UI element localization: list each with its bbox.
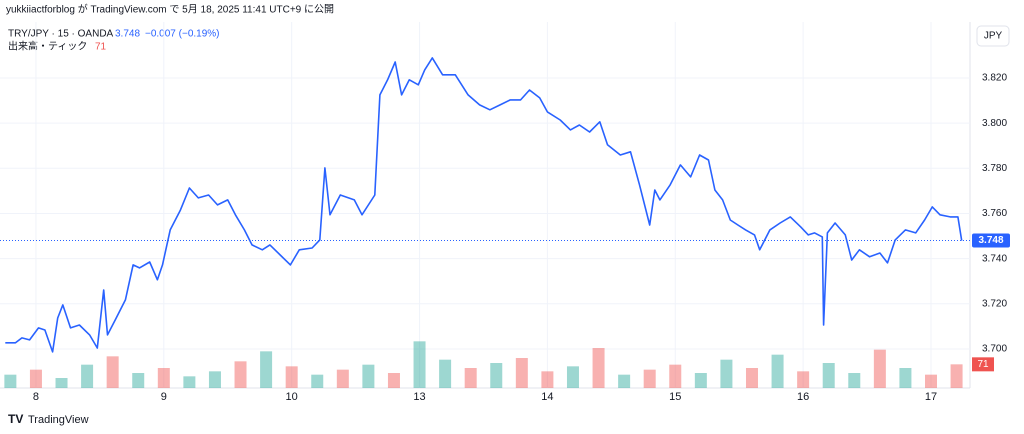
volume-bar: [566, 366, 579, 388]
y-tick-label: 3.780: [982, 163, 1007, 174]
volume-bar: [618, 374, 631, 388]
x-tick-label: 8: [33, 391, 39, 403]
volume-bar: [950, 364, 963, 388]
volume-bar: [106, 356, 119, 388]
volume-bar: [208, 371, 221, 388]
volume-bar: [643, 369, 656, 388]
footer: TradingView: [28, 414, 89, 426]
volume-bar: [439, 359, 452, 388]
volume-bar: [694, 373, 707, 388]
last-price-label: 3.748: [978, 235, 1003, 246]
x-tick-label: 17: [925, 391, 937, 403]
symbol: TRY/JPY · 15 · OANDA: [8, 29, 114, 40]
x-tick-label: 14: [541, 391, 553, 403]
y-tick-label: 3.800: [982, 118, 1007, 129]
y-tick-label: 3.740: [982, 253, 1007, 264]
price: 3.748: [115, 29, 140, 40]
volume-bar: [29, 369, 42, 388]
volume-bar: [183, 376, 196, 388]
volume-bar: [336, 369, 349, 388]
volume-bar: [515, 358, 528, 388]
volume-bar: [720, 359, 733, 388]
x-tick-label: 15: [669, 391, 681, 403]
volume-bar: [873, 349, 886, 388]
x-tick-label: 9: [161, 391, 167, 403]
volume-bar: [285, 366, 298, 388]
volume-bar: [81, 364, 94, 388]
volume-bar: [592, 348, 605, 388]
x-tick-label: 16: [797, 391, 809, 403]
volume-bar: [745, 368, 758, 388]
volume-bar: [234, 361, 247, 388]
volume-bar: [311, 374, 324, 388]
y-tick-label: 3.760: [982, 208, 1007, 219]
price-line: [5, 57, 963, 353]
volume-bar: [132, 373, 145, 388]
volume-tag: [972, 357, 994, 372]
volume-bar: [541, 371, 554, 388]
volume-bar: [413, 341, 426, 388]
x-tick-label: 10: [286, 391, 298, 403]
currency-button[interactable]: [976, 25, 1010, 47]
volume-bar: [4, 374, 17, 388]
volume-bar: [925, 374, 938, 388]
currency[interactable]: JPY: [984, 31, 1003, 42]
volume-bar: [797, 371, 810, 388]
volume-bar: [848, 373, 861, 388]
volume-bar: [822, 363, 835, 388]
volume-tag-label: 71: [977, 359, 989, 370]
volume-bar: [157, 368, 170, 388]
volume-label: 出来高・ティック: [8, 40, 87, 53]
logo-mark: TV: [8, 412, 23, 426]
published: yukkiiactforblog が TradingView.com で 5月 …: [6, 3, 334, 16]
volume-bar: [464, 368, 477, 388]
volume-bar: [669, 364, 682, 388]
volume-bar: [55, 378, 68, 388]
y-tick-label: 3.720: [982, 298, 1007, 309]
y-tick-label: 3.820: [982, 73, 1007, 84]
y-tick-label: 3.700: [982, 344, 1007, 355]
volume-bar: [899, 368, 912, 388]
x-tick-label: 13: [413, 391, 425, 403]
volume-bar: [362, 364, 375, 388]
change: −0.007 (−0.19%): [145, 29, 220, 40]
volume-bar: [260, 351, 273, 388]
volume-bar: [490, 363, 503, 388]
last-price-tag: [972, 233, 1010, 248]
volume-bar: [771, 354, 784, 388]
volume-value: 71: [95, 42, 107, 53]
volume-bar: [387, 373, 400, 388]
